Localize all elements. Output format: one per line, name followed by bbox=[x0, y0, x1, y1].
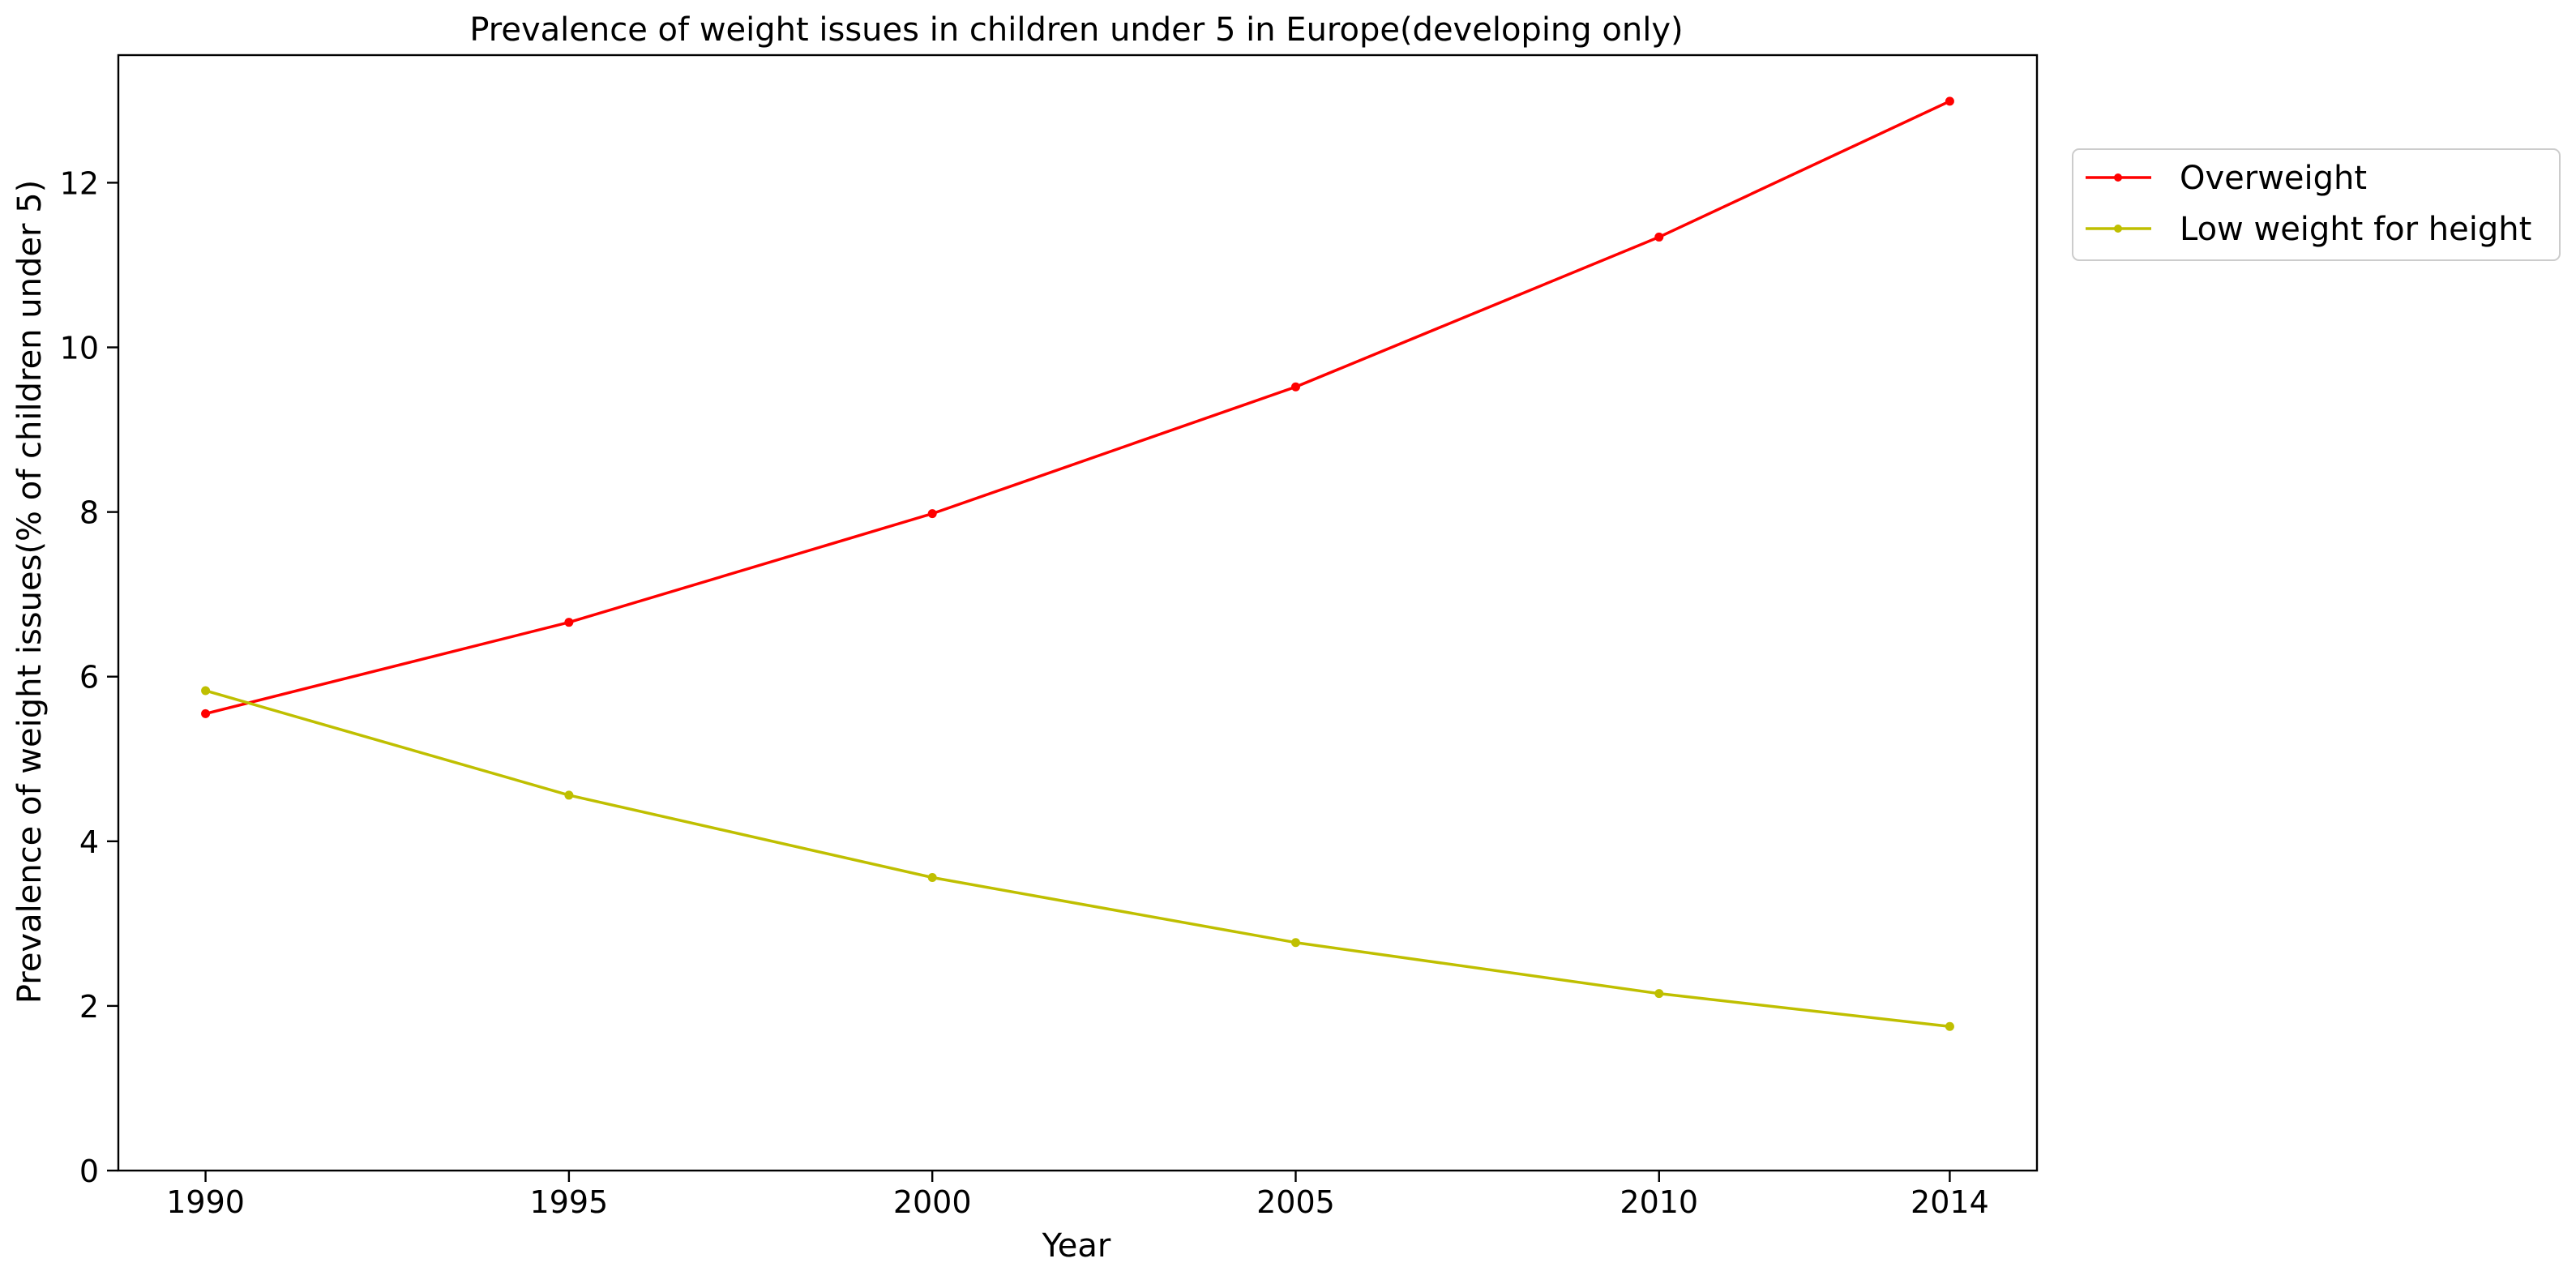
x-tick-label: 1995 bbox=[530, 1184, 609, 1220]
y-tick-label: 4 bbox=[79, 824, 99, 860]
y-tick-label: 8 bbox=[79, 495, 99, 531]
y-axis: 0 2 4 6 8 10 12 bbox=[60, 165, 118, 1189]
data-point-low-weight-for-height bbox=[1654, 989, 1664, 999]
data-point-low-weight-for-height bbox=[201, 686, 211, 696]
data-point-low-weight-for-height bbox=[564, 790, 574, 800]
data-point-overweight bbox=[1654, 232, 1664, 242]
y-axis-label: Prevalence of weight issues(% of childre… bbox=[11, 180, 49, 1004]
data-point-low-weight-for-height bbox=[1290, 938, 1300, 948]
legend-label-overweight: Overweight bbox=[2180, 160, 2367, 197]
y-tick-label: 2 bbox=[79, 989, 99, 1025]
x-tick-label: 2014 bbox=[1911, 1184, 1989, 1220]
legend-marker-low-weight bbox=[2114, 225, 2122, 233]
legend-label-low-weight: Low weight for height bbox=[2180, 211, 2531, 248]
series-line-overweight bbox=[205, 100, 1951, 716]
data-point-overweight bbox=[1290, 382, 1300, 392]
plot-area bbox=[117, 54, 2039, 1172]
series-line-low-weight-for-height bbox=[205, 689, 1950, 1029]
legend-marker-overweight bbox=[2114, 173, 2122, 182]
data-point-low-weight-for-height bbox=[927, 872, 937, 882]
data-point-overweight bbox=[1945, 96, 1954, 106]
data-point-low-weight-for-height bbox=[1945, 1021, 1954, 1031]
data-point-overweight bbox=[564, 618, 574, 627]
chart-title: Prevalence of weight issues in children … bbox=[469, 11, 1683, 49]
x-tick-label: 2000 bbox=[893, 1184, 972, 1220]
x-tick-label: 2005 bbox=[1256, 1184, 1335, 1220]
x-tick-label: 1990 bbox=[166, 1184, 245, 1220]
x-axis: 1990 1995 2000 2005 2010 2014 bbox=[166, 1171, 1989, 1220]
x-axis-label: Year bbox=[1042, 1227, 1111, 1265]
series-layer bbox=[201, 96, 1954, 1031]
y-tick-label: 0 bbox=[79, 1154, 99, 1189]
y-tick-label: 10 bbox=[60, 331, 99, 366]
legend-box bbox=[2072, 148, 2561, 261]
legend: Overweight Low weight for height bbox=[2072, 148, 2561, 261]
data-point-overweight bbox=[927, 509, 937, 519]
x-tick-label: 2010 bbox=[1620, 1184, 1698, 1220]
data-point-overweight bbox=[201, 708, 211, 718]
y-tick-label: 6 bbox=[79, 660, 99, 696]
y-tick-label: 12 bbox=[60, 165, 99, 201]
